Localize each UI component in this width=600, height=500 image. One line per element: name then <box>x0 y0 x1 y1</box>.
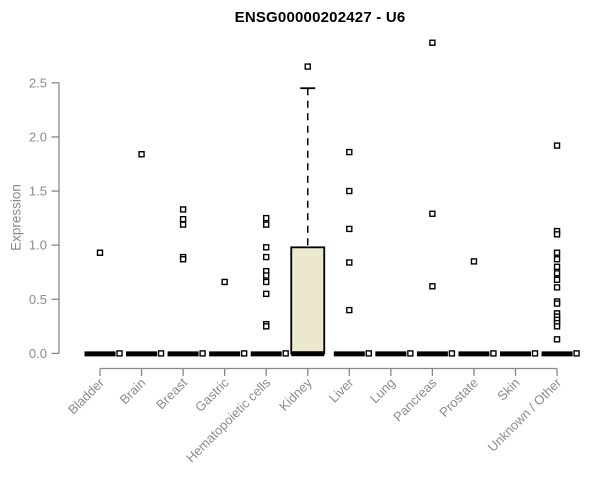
data-point <box>179 221 187 228</box>
data-point <box>346 187 353 195</box>
data-point <box>553 231 561 238</box>
y-tick-label: 2.0 <box>29 129 47 144</box>
data-point <box>346 225 353 233</box>
data-point <box>179 256 187 263</box>
data-point <box>553 142 561 149</box>
box-kidney <box>290 246 326 355</box>
data-point <box>199 350 206 357</box>
outlier-point <box>304 63 311 70</box>
chart-title: ENSG00000202427 - U6 <box>234 9 406 26</box>
data-point <box>116 350 123 357</box>
data-point <box>448 350 456 357</box>
data-point <box>263 323 270 330</box>
data-point <box>429 39 436 46</box>
x-tick-label: Lung <box>367 375 398 406</box>
data-point <box>240 350 248 357</box>
data-point <box>553 276 561 283</box>
data-point <box>346 306 353 314</box>
data-point <box>407 350 414 357</box>
x-tick-label: Kidney <box>276 375 315 414</box>
x-tick-label: Bladder <box>65 375 108 418</box>
data-point <box>553 270 561 277</box>
data-point <box>531 350 539 357</box>
data-point <box>263 253 270 261</box>
x-tick-label: Prostate <box>436 375 481 420</box>
x-tick-label: Unknown / Other <box>485 375 565 455</box>
data-point <box>553 336 561 343</box>
data-point <box>553 263 561 271</box>
data-point <box>96 249 104 256</box>
data-point <box>573 350 580 357</box>
data-point <box>470 258 478 265</box>
data-point <box>263 214 270 222</box>
data-point <box>553 256 561 263</box>
data-point <box>553 249 561 256</box>
y-tick-label: 0.5 <box>29 292 47 307</box>
data-point <box>346 259 353 266</box>
data-point <box>138 151 145 158</box>
y-tick-label: 1.5 <box>29 184 47 199</box>
data-point <box>263 272 270 279</box>
data-point <box>221 278 228 286</box>
y-tick-label: 1.0 <box>29 238 47 253</box>
data-point <box>429 283 436 290</box>
data-point <box>179 206 187 213</box>
x-tick-label: Liver <box>326 375 357 406</box>
data-point <box>263 221 270 228</box>
data-point <box>346 148 353 156</box>
y-tick-label: 2.5 <box>29 75 47 90</box>
x-tick-label: Pancreas <box>390 375 440 425</box>
data-point <box>490 350 497 357</box>
x-tick-label: Breast <box>153 375 190 412</box>
x-tick-label: Brain <box>117 375 149 407</box>
data-point <box>263 244 270 251</box>
y-tick-label: 0.0 <box>29 346 47 361</box>
data-point <box>282 350 289 357</box>
data-point <box>263 290 270 298</box>
data-point <box>157 350 165 357</box>
data-point <box>365 350 372 357</box>
x-tick-label: Gastric <box>192 375 232 415</box>
data-point <box>429 210 436 217</box>
data-point <box>553 284 561 291</box>
data-point <box>179 215 187 223</box>
data-point <box>553 300 561 307</box>
data-point <box>263 278 270 286</box>
x-tick-label: Skin <box>494 375 522 403</box>
data-point <box>553 323 561 330</box>
